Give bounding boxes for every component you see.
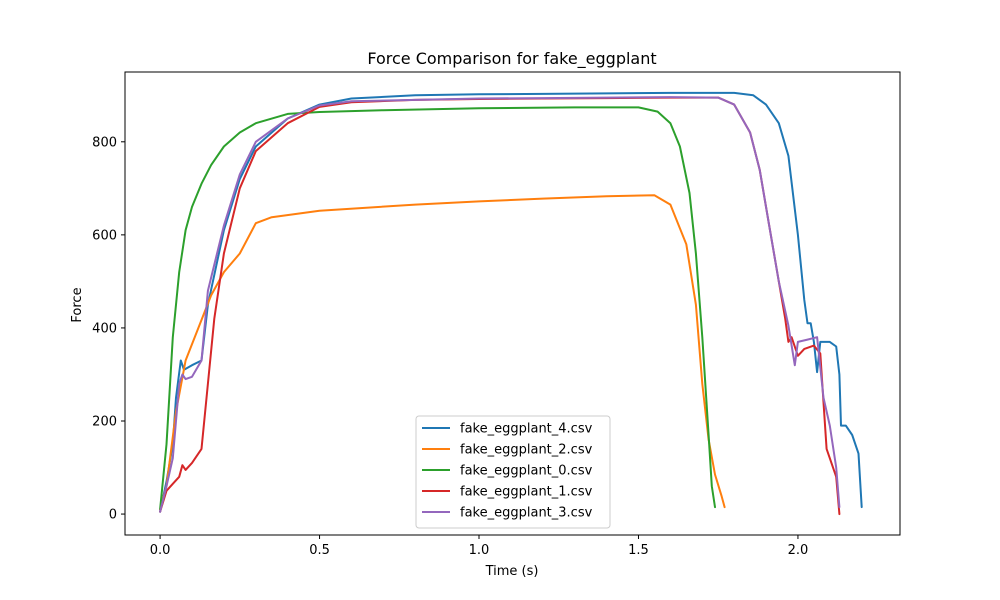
y-tick-label: 800: [92, 135, 117, 150]
x-tick-label: 2.0: [788, 543, 809, 558]
y-tick-label: 400: [92, 321, 117, 336]
legend-label-1: fake_eggplant_2.csv: [460, 443, 593, 458]
legend: fake_eggplant_4.csv fake_eggplant_2.csvfa…: [415, 415, 611, 529]
legend-label-4: fake_eggplant_3.csv: [460, 506, 593, 521]
series-line-2: [159, 106, 716, 511]
legend-label-0: fake_eggplant_4.csv: [460, 422, 593, 437]
series-line-1: [159, 194, 726, 511]
y-axis-label: Force: [70, 287, 85, 322]
legend-label-3: fake_eggplant_1.csv: [460, 485, 593, 500]
x-tick-label: 0.0: [150, 543, 171, 558]
series-line-4: [159, 96, 841, 513]
legend-box: [415, 415, 611, 529]
legend-label-2: fake_eggplant_0.csv: [460, 464, 593, 479]
y-tick-label: 600: [92, 228, 117, 243]
x-tick-label: 1.5: [628, 543, 649, 558]
x-axis-label: Time (s): [485, 564, 539, 579]
y-tick-label: 0: [109, 508, 117, 523]
plot-frame: [124, 71, 901, 536]
x-tick-label: 0.5: [309, 543, 330, 558]
x-tick-label: 1.0: [469, 543, 490, 558]
y-tick-label: 200: [92, 414, 117, 429]
series-line-0: [159, 91, 863, 513]
plot-area: 0.0 0.5 1.0 1.5 2.0 0 200 400 600 800 fake_eggplan…: [92, 71, 901, 558]
chart-title: Force Comparison for fake_eggplant: [367, 49, 656, 69]
